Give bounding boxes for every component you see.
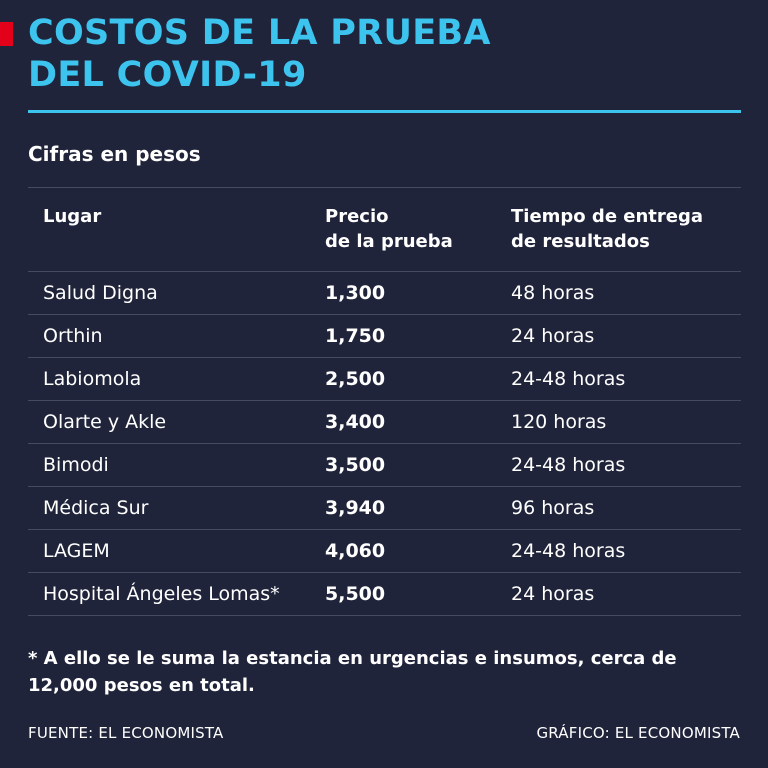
cell-place: Olarte y Akle bbox=[43, 411, 167, 433]
cell-time: 24 horas bbox=[511, 325, 595, 347]
cell-price: 1,750 bbox=[325, 325, 386, 347]
cell-price: 2,500 bbox=[325, 368, 386, 390]
title-divider bbox=[28, 110, 741, 113]
subtitle: Cifras en pesos bbox=[28, 142, 201, 166]
cell-price: 4,060 bbox=[325, 540, 386, 562]
cell-price: 5,500 bbox=[325, 583, 386, 605]
cell-place: Salud Digna bbox=[43, 282, 158, 304]
table-row: LAGEM 4,060 24-48 horas bbox=[28, 530, 741, 573]
column-header-place: Lugar bbox=[43, 206, 102, 227]
graphic-credit: GRÁFICO: EL ECONOMISTA bbox=[536, 724, 740, 742]
cell-place: Médica Sur bbox=[43, 497, 149, 519]
cell-price: 3,400 bbox=[325, 411, 386, 433]
cell-time: 24-48 horas bbox=[511, 540, 626, 562]
table-row: Olarte y Akle 3,400 120 horas bbox=[28, 401, 741, 444]
cell-price: 3,940 bbox=[325, 497, 386, 519]
table-row: Orthin 1,750 24 horas bbox=[28, 315, 741, 358]
cell-place: Hospital Ángeles Lomas* bbox=[43, 583, 280, 605]
cell-place: Labiomola bbox=[43, 368, 142, 390]
table-body: Salud Digna 1,300 48 horas Orthin 1,750 24 ho… bbox=[28, 272, 741, 616]
cell-time: 24-48 horas bbox=[511, 454, 626, 476]
cell-place: Bimodi bbox=[43, 454, 109, 476]
cell-time: 96 horas bbox=[511, 497, 595, 519]
cell-time: 24-48 horas bbox=[511, 368, 626, 390]
page-title: COSTOS DE LA PRUEBA DEL COVID-19 bbox=[28, 12, 491, 96]
accent-bar bbox=[0, 22, 13, 46]
table-row: Salud Digna 1,300 48 horas bbox=[28, 272, 741, 315]
table-row: Labiomola 2,500 24-48 horas bbox=[28, 358, 741, 401]
table-header: Lugar Precio de la prueba Tiempo de entr… bbox=[28, 188, 741, 272]
footnote: * A ello se le suma la estancia en urgen… bbox=[28, 648, 677, 696]
cell-price: 3,500 bbox=[325, 454, 386, 476]
source-credit: FUENTE: EL ECONOMISTA bbox=[28, 724, 224, 742]
column-header-price: Precio de la prueba bbox=[325, 206, 453, 252]
table-row: Médica Sur 3,940 96 horas bbox=[28, 487, 741, 530]
price-table: Lugar Precio de la prueba Tiempo de entr… bbox=[28, 187, 741, 616]
cell-price: 1,300 bbox=[325, 282, 386, 304]
cell-place: LAGEM bbox=[43, 540, 110, 562]
table-row: Bimodi 3,500 24-48 horas bbox=[28, 444, 741, 487]
cell-time: 24 horas bbox=[511, 583, 595, 605]
cell-time: 120 horas bbox=[511, 411, 607, 433]
cell-place: Orthin bbox=[43, 325, 103, 347]
title-text: COSTOS DE LA PRUEBA DEL COVID-19 bbox=[28, 13, 491, 95]
table-row: Hospital Ángeles Lomas* 5,500 24 horas bbox=[28, 573, 741, 616]
cell-time: 48 horas bbox=[511, 282, 595, 304]
column-header-time: Tiempo de entrega de resultados bbox=[511, 206, 704, 252]
